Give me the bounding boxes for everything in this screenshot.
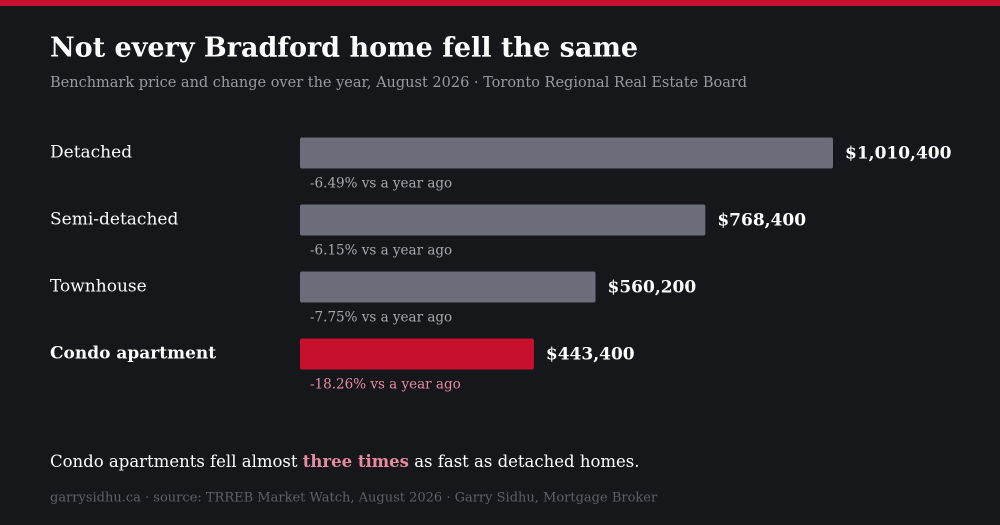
value-label: $443,400 — [546, 345, 635, 365]
category-label: Condo apartment — [50, 344, 216, 364]
category-label: Semi-detached — [50, 210, 178, 230]
takeaway: Condo apartments fell almost three times… — [50, 452, 640, 471]
bar — [300, 204, 706, 236]
bar — [300, 137, 833, 169]
bar — [300, 271, 596, 303]
category-label: Detached — [50, 143, 132, 163]
bar — [300, 338, 534, 370]
change-label: -6.49% vs a year ago — [310, 176, 452, 192]
value-label: $1,010,400 — [845, 144, 952, 164]
value-label: $768,400 — [717, 211, 806, 231]
change-label: -18.26% vs a year ago — [310, 377, 461, 393]
top-accent — [0, 0, 1000, 6]
chart-subtitle: Benchmark price and change over the year… — [50, 75, 747, 91]
value-label: $560,200 — [608, 278, 697, 298]
takeaway-text: Condo apartments fell almost — [50, 452, 303, 471]
change-label: -7.75% vs a year ago — [310, 310, 452, 326]
footer: garrysidhu.ca · source: TRREB Market Wat… — [50, 491, 658, 506]
category-label: Townhouse — [50, 277, 147, 297]
change-label: -6.15% vs a year ago — [310, 243, 452, 259]
takeaway-text: as fast as detached homes. — [409, 452, 640, 471]
takeaway-highlight: three times — [303, 452, 409, 471]
chart-title: Not every Bradford home fell the same — [50, 33, 638, 64]
